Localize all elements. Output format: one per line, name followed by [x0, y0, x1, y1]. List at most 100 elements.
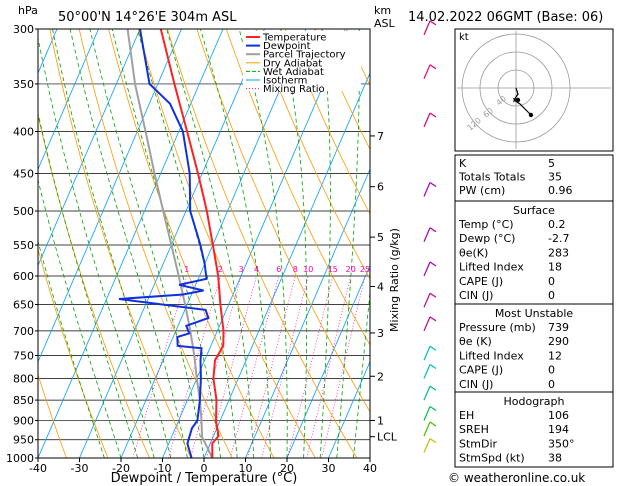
mixing-ratio-value-label: 25 — [360, 265, 370, 274]
hodograph-point-2 — [528, 112, 534, 118]
most-unstable-row-value: 0 — [548, 364, 555, 377]
pressure-tick-label: 700 — [13, 325, 34, 338]
wet-adiabat--16 — [38, 111, 138, 458]
wet-adiabat--4 — [69, 29, 188, 458]
index-row-label: Totals Totals — [458, 171, 526, 184]
temperature-tick-label: -30 — [71, 462, 89, 475]
pressure-tick-label: 650 — [13, 299, 34, 312]
wet-adiabat--12 — [38, 35, 155, 458]
wind-barb-staff — [423, 292, 431, 308]
mixing-ratio-line-10 — [261, 275, 309, 458]
wet-adiabat--20 — [38, 178, 122, 458]
height-tick-label: 5 — [377, 231, 384, 244]
dry-adiabat-240 — [38, 373, 67, 458]
legend-label: Mixing Ratio — [263, 84, 325, 95]
isotherm-0 — [203, 72, 370, 458]
mixing-ratio-value-label: 6 — [276, 265, 281, 274]
wind-barb-flag — [429, 316, 437, 322]
surface-row-label: θe(K) — [459, 246, 488, 259]
hodograph-row-value: 106 — [548, 409, 569, 422]
hodograph-kt-label: kt — [459, 32, 469, 43]
parcel-trajectory-line — [126, 29, 214, 458]
surface-row-label: Lifted Index — [459, 261, 524, 274]
pressure-tick-label: 350 — [13, 78, 34, 91]
pressure-tick-label: 750 — [13, 349, 34, 362]
mixing-ratio-line-20 — [306, 275, 352, 458]
x-axis-label: Dewpoint / Temperature (°C) — [111, 471, 298, 486]
most-unstable-row-value: 739 — [548, 321, 569, 334]
indices-panel: K 5 Totals Totals 35 PW (cm) 0.96 SurfaceTemp … — [458, 157, 575, 465]
surface-row-value: -2.7 — [548, 232, 569, 245]
wind-barb-flag — [429, 112, 437, 118]
hodograph-indices-title: Hodograph — [504, 395, 565, 408]
hpa-label: hPa — [18, 4, 38, 17]
wind-barb-staff — [423, 385, 431, 401]
dry-adiabat-360 — [314, 29, 370, 151]
temperature-tick-label: 20 — [280, 462, 294, 475]
height-tick-label: 7 — [377, 130, 384, 143]
legend-label: Isotherm — [263, 76, 307, 87]
legend-label: Dewpoint — [263, 41, 311, 52]
pressure-tick-label: 500 — [13, 205, 34, 218]
wind-barb-staff — [423, 261, 431, 277]
wind-barb-staff — [423, 364, 431, 379]
hodograph-indices-frame — [454, 391, 614, 468]
legend-label: Parcel Trajectory — [263, 50, 346, 61]
credit-text: © weatheronline.co.uk — [448, 471, 585, 485]
wind-barb-staff — [423, 112, 431, 128]
wet-adiabat-24 — [280, 29, 308, 458]
wind-barb-flag — [429, 227, 437, 233]
wet-adiabat-12 — [166, 29, 255, 458]
hodograph-row-value: 38 — [548, 452, 562, 465]
height-tick-label: 6 — [377, 181, 384, 194]
hodograph-row-label: SREH — [459, 423, 489, 436]
mixing-ratio-line-8 — [247, 275, 296, 458]
wet-adiabat-16 — [200, 29, 271, 458]
asl-label: ASL — [374, 17, 396, 30]
wet-adiabat--8 — [52, 29, 172, 458]
pressure-tick-label: 950 — [13, 434, 34, 447]
pressure-tick-label: 300 — [13, 23, 34, 36]
surface-row-label: CAPE (J) — [459, 275, 503, 288]
index-row-value: 0.96 — [548, 184, 573, 197]
hodograph-row-label: EH — [459, 409, 474, 422]
hodograph-trace — [513, 87, 532, 116]
wind-barb-flag — [429, 363, 437, 369]
wind-barb-flag — [429, 64, 437, 70]
dry-adiabat-330 — [225, 29, 370, 346]
wind-barb-staff — [423, 438, 431, 453]
wind-barb-staff — [423, 421, 431, 437]
temperature-tick-label: -10 — [154, 462, 172, 475]
most-unstable-row-label: Lifted Index — [459, 349, 524, 362]
mixing-ratio-value-label: 15 — [328, 265, 338, 274]
temperature-tick-label: -40 — [29, 462, 47, 475]
pressure-tick-label: 550 — [13, 239, 34, 252]
height-tick-label: 4 — [377, 281, 384, 294]
pressure-tick-label: 850 — [13, 394, 34, 407]
wind-barb-flag — [429, 385, 437, 391]
wind-barb-staff — [423, 406, 431, 421]
dry-adiabat-280 — [78, 29, 233, 458]
wind-barb-flag — [429, 292, 437, 298]
hodograph: kt 40 60 120 ✕ — [454, 28, 614, 152]
isotherm-20 — [286, 264, 370, 458]
mixing-ratio-line-15 — [287, 275, 334, 458]
temperature-tick-label: 0 — [201, 462, 208, 475]
temperature-line — [159, 29, 225, 458]
height-tick-label: 1 — [377, 414, 384, 427]
temperature-tick-label: 30 — [322, 462, 336, 475]
dry-adiabat-270 — [49, 29, 192, 458]
dry-adiabat-340 — [255, 29, 370, 280]
hodograph-row-value: 350° — [548, 437, 575, 450]
height-tick-label: LCL — [377, 431, 398, 444]
surface-row-label: Dewp (°C) — [459, 232, 515, 245]
wind-barb-flag — [429, 405, 437, 411]
wind-barb-staff — [423, 182, 431, 197]
pressure-tick-label: 900 — [13, 414, 34, 427]
most-unstable-row-label: CAPE (J) — [459, 364, 503, 377]
height-tick-label: 2 — [377, 370, 384, 383]
index-row-label: PW (cm) — [459, 184, 505, 197]
surface-row-value: 0 — [548, 289, 555, 302]
most-unstable-title: Most Unstable — [495, 307, 574, 320]
legend-background — [243, 31, 361, 91]
